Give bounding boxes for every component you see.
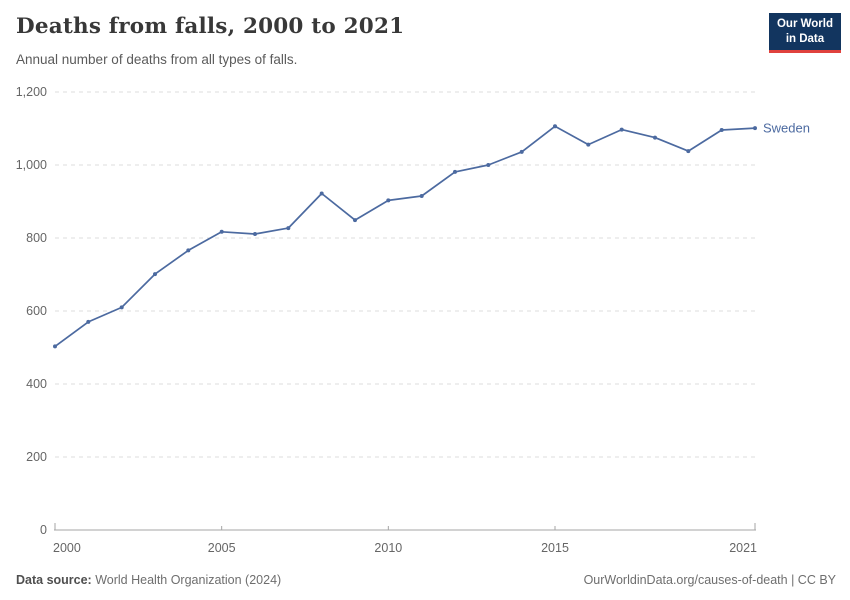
chart-footer: Data source: World Health Organization (… — [16, 573, 836, 587]
x-tick-label: 2021 — [729, 541, 757, 555]
data-point-marker[interactable] — [219, 229, 224, 234]
data-point-marker[interactable] — [253, 232, 257, 236]
x-tick-label: 2010 — [374, 541, 402, 555]
data-point-marker[interactable] — [719, 128, 724, 132]
owid-logo-line2: in Data — [785, 32, 825, 45]
chart-subtitle: Annual number of deaths from all types o… — [16, 52, 298, 67]
owid-logo-line1: Our World — [776, 18, 833, 30]
data-point-marker[interactable] — [519, 149, 524, 154]
data-point-marker[interactable] — [53, 344, 57, 349]
series-line[interactable] — [54, 125, 756, 348]
series-sweden[interactable]: Sweden — [53, 121, 810, 349]
x-axis: 2000 2005 2010 2015 2021 — [53, 523, 757, 555]
data-point-marker[interactable] — [86, 319, 91, 324]
x-tick-label: 2000 — [53, 541, 81, 555]
data-source-value: World Health Organization (2024) — [95, 573, 282, 587]
y-tick-label: 800 — [26, 231, 47, 245]
y-axis-labels: 0 200 400 600 800 1,000 1,200 — [16, 85, 47, 537]
data-point-marker[interactable] — [386, 198, 391, 203]
data-point-marker[interactable] — [286, 226, 291, 231]
x-tick-label: 2015 — [541, 541, 569, 555]
x-tick-label: 2005 — [208, 541, 236, 555]
data-point-marker[interactable] — [419, 194, 424, 198]
data-point-marker[interactable] — [119, 305, 124, 310]
data-point-marker[interactable] — [686, 149, 691, 154]
series-label[interactable]: Sweden — [763, 121, 810, 136]
data-point-marker[interactable] — [653, 135, 657, 140]
owid-logo: Our World in Data — [768, 13, 841, 53]
data-source: Data source: World Health Organization (… — [16, 573, 281, 587]
y-gridlines — [55, 91, 755, 458]
data-point-marker[interactable] — [619, 127, 624, 132]
y-tick-label: 400 — [26, 377, 47, 391]
y-tick-label: 0 — [40, 523, 47, 537]
chart-title: Deaths from falls, 2000 to 2021 — [16, 14, 405, 39]
data-source-label: Data source: — [16, 573, 92, 587]
data-point-marker[interactable] — [453, 169, 457, 174]
data-point-marker[interactable] — [353, 218, 357, 223]
data-point-marker[interactable] — [586, 142, 591, 147]
credit-line: OurWorldinData.org/causes-of-death | CC … — [583, 573, 836, 587]
data-point-marker[interactable] — [186, 248, 191, 253]
data-point-marker[interactable] — [319, 191, 324, 196]
y-tick-label: 1,000 — [16, 158, 47, 172]
data-point-marker[interactable] — [153, 272, 157, 277]
data-point-marker[interactable] — [753, 126, 757, 131]
y-tick-label: 1,200 — [16, 85, 47, 99]
data-point-marker[interactable] — [486, 163, 491, 167]
y-tick-label: 200 — [26, 450, 47, 464]
data-point-marker[interactable] — [553, 124, 557, 129]
y-tick-label: 600 — [26, 304, 47, 318]
